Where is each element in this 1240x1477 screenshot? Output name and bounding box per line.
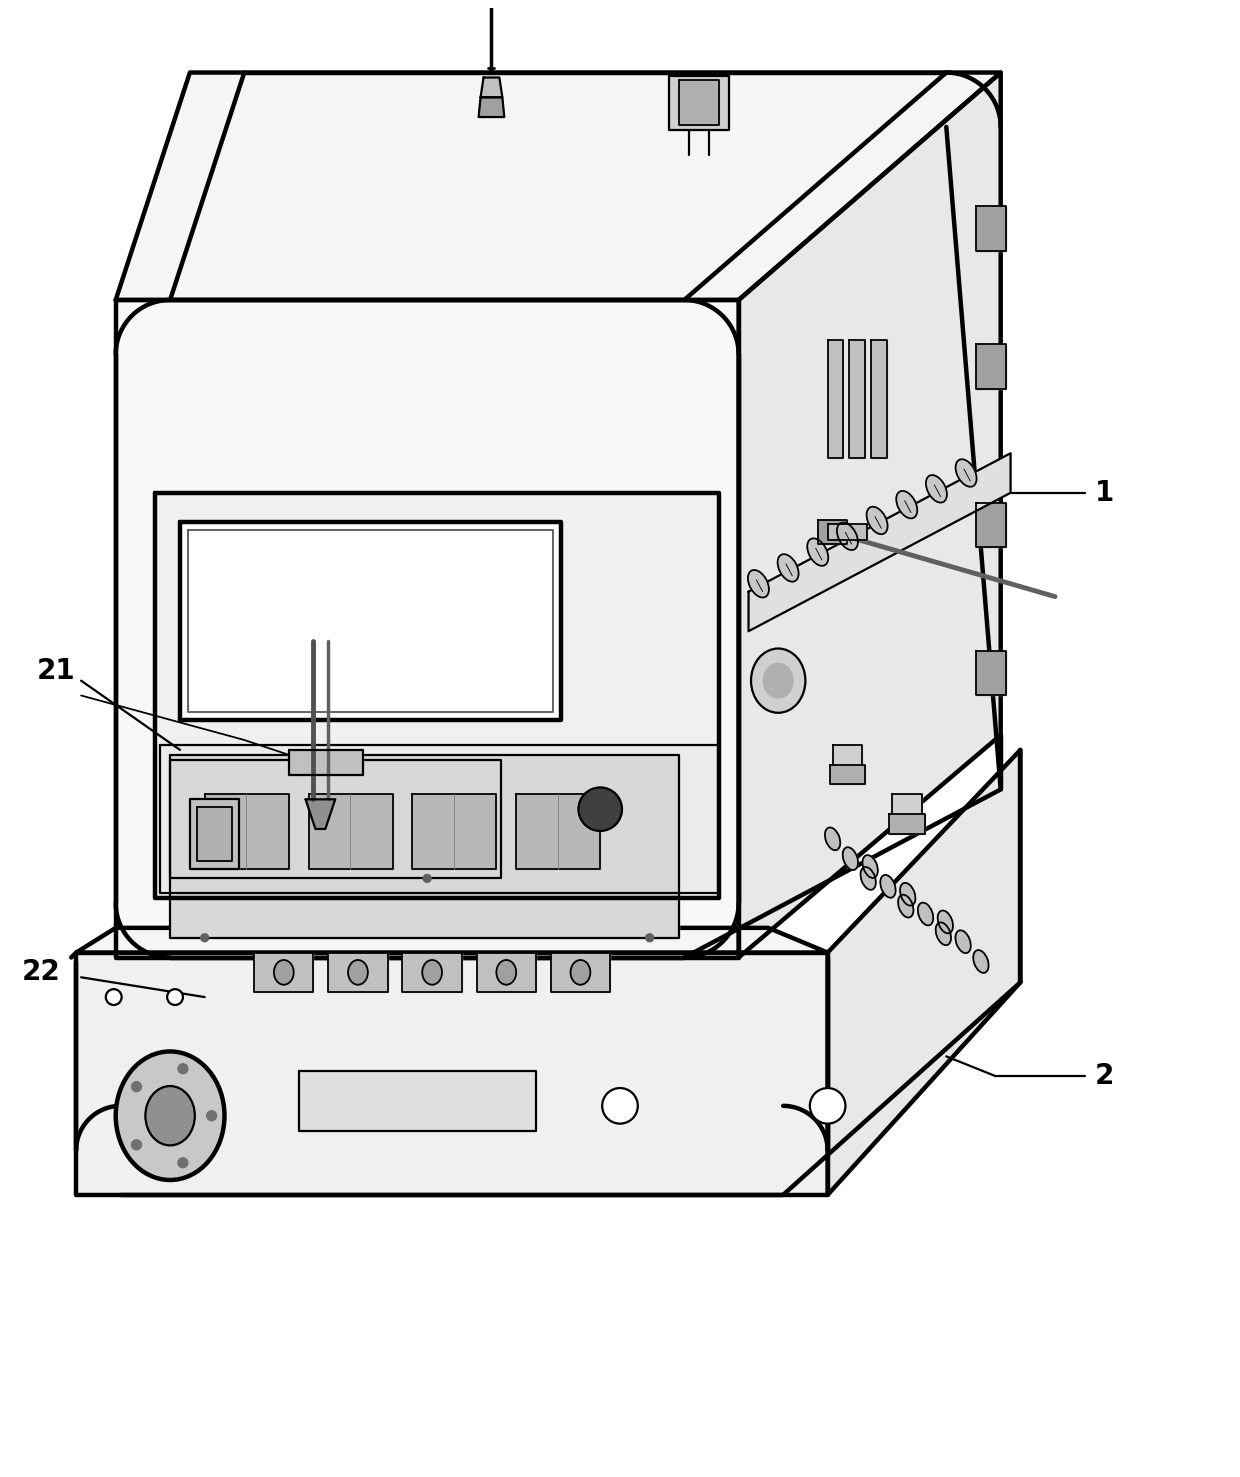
Polygon shape: [329, 953, 388, 993]
Polygon shape: [481, 77, 502, 97]
Polygon shape: [827, 340, 843, 458]
Polygon shape: [254, 953, 314, 993]
Polygon shape: [305, 799, 335, 829]
Polygon shape: [403, 953, 461, 993]
Polygon shape: [849, 340, 866, 458]
Polygon shape: [976, 344, 1006, 388]
Circle shape: [646, 933, 653, 942]
Ellipse shape: [926, 476, 947, 502]
Circle shape: [131, 1081, 141, 1092]
Ellipse shape: [973, 950, 988, 973]
Polygon shape: [180, 523, 560, 721]
Polygon shape: [817, 520, 847, 544]
Polygon shape: [680, 80, 719, 126]
Polygon shape: [190, 799, 239, 868]
Ellipse shape: [837, 523, 858, 549]
Ellipse shape: [843, 848, 858, 870]
Ellipse shape: [918, 902, 934, 926]
Polygon shape: [551, 953, 610, 993]
Circle shape: [167, 990, 184, 1004]
Polygon shape: [832, 744, 862, 780]
Polygon shape: [413, 795, 496, 868]
Polygon shape: [76, 953, 827, 1195]
Ellipse shape: [936, 923, 951, 945]
Polygon shape: [476, 953, 536, 993]
Ellipse shape: [748, 570, 769, 598]
Text: 2: 2: [1095, 1062, 1114, 1090]
Ellipse shape: [348, 960, 368, 985]
Circle shape: [105, 990, 122, 1004]
Polygon shape: [197, 808, 232, 861]
Polygon shape: [309, 795, 393, 868]
Polygon shape: [516, 795, 600, 868]
Text: 22: 22: [22, 959, 61, 987]
Polygon shape: [299, 1071, 536, 1130]
Ellipse shape: [900, 883, 915, 905]
Ellipse shape: [274, 960, 294, 985]
Ellipse shape: [777, 554, 799, 582]
Ellipse shape: [423, 960, 441, 985]
Ellipse shape: [937, 910, 954, 933]
Circle shape: [423, 874, 432, 882]
Ellipse shape: [825, 827, 841, 851]
Polygon shape: [749, 453, 1011, 631]
Ellipse shape: [956, 459, 977, 487]
Polygon shape: [155, 493, 719, 898]
Text: 21: 21: [37, 657, 76, 685]
Polygon shape: [827, 524, 867, 541]
Polygon shape: [479, 97, 505, 117]
Ellipse shape: [751, 648, 806, 713]
Polygon shape: [827, 750, 1021, 1195]
Ellipse shape: [898, 895, 914, 917]
Circle shape: [201, 933, 208, 942]
Ellipse shape: [956, 931, 971, 953]
Ellipse shape: [863, 855, 878, 877]
Ellipse shape: [496, 960, 516, 985]
Polygon shape: [739, 72, 1001, 957]
Polygon shape: [830, 765, 866, 784]
Ellipse shape: [880, 874, 895, 898]
Polygon shape: [170, 759, 501, 879]
Circle shape: [579, 787, 622, 832]
Ellipse shape: [807, 538, 828, 566]
Polygon shape: [115, 300, 739, 957]
Ellipse shape: [897, 490, 918, 518]
Polygon shape: [115, 72, 1001, 300]
Circle shape: [179, 1063, 188, 1074]
Polygon shape: [892, 795, 921, 829]
Polygon shape: [289, 750, 363, 774]
Polygon shape: [205, 795, 289, 868]
Text: 1: 1: [1095, 479, 1114, 507]
Ellipse shape: [570, 960, 590, 985]
Polygon shape: [976, 502, 1006, 546]
Circle shape: [603, 1089, 637, 1124]
Ellipse shape: [145, 1086, 195, 1145]
Circle shape: [179, 1158, 188, 1168]
Polygon shape: [160, 744, 719, 894]
Polygon shape: [872, 340, 887, 458]
Polygon shape: [670, 75, 729, 130]
Ellipse shape: [115, 1052, 224, 1180]
Circle shape: [810, 1089, 846, 1124]
Polygon shape: [76, 928, 827, 953]
Polygon shape: [889, 814, 925, 835]
Polygon shape: [170, 755, 680, 938]
Ellipse shape: [764, 663, 794, 699]
Ellipse shape: [867, 507, 888, 535]
Polygon shape: [976, 651, 1006, 696]
Circle shape: [207, 1111, 217, 1121]
Polygon shape: [976, 205, 1006, 251]
Circle shape: [131, 1140, 141, 1149]
Ellipse shape: [861, 867, 875, 889]
